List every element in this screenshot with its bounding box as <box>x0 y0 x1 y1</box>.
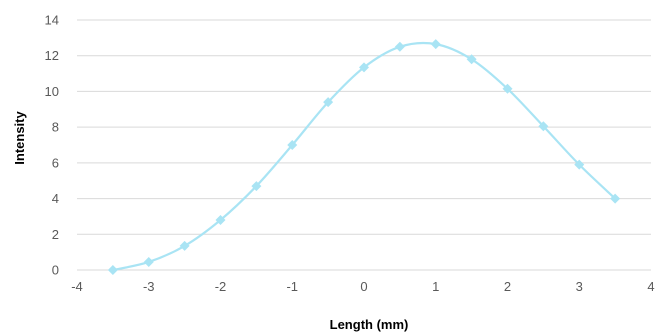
grid <box>77 19 651 271</box>
x-tick-label: -1 <box>286 279 298 294</box>
x-tick-label: -4 <box>71 279 83 294</box>
x-tick-label: -2 <box>215 279 227 294</box>
x-tick-label: -3 <box>143 279 155 294</box>
data-point-3 <box>215 215 226 225</box>
data-point-14 <box>610 193 621 204</box>
y-tick-label: 8 <box>52 120 59 135</box>
data-point-4 <box>251 181 262 192</box>
data-point-2 <box>179 240 190 251</box>
data-point-11 <box>502 83 513 94</box>
x-tick-label: 1 <box>432 279 439 294</box>
series-line <box>111 41 617 272</box>
x-tick-label: 2 <box>504 279 511 294</box>
data-point-8 <box>394 41 405 52</box>
data-point-10 <box>466 54 477 65</box>
data-markers <box>107 39 621 275</box>
y-tick-label: 0 <box>52 263 59 278</box>
x-axis-ticks: -4 -3 -2 -1 0 1 2 3 4 <box>71 279 654 294</box>
data-point-9 <box>430 39 441 50</box>
data-point-7 <box>359 62 369 73</box>
y-tick-label: 6 <box>52 155 59 170</box>
y-tick-label: 14 <box>45 13 59 28</box>
data-point-13 <box>574 159 585 170</box>
x-axis-title: Length (mm) <box>330 317 409 332</box>
y-axis-ticks: 0 2 4 6 8 10 12 14 <box>45 13 59 278</box>
x-tick-label: 3 <box>576 279 583 294</box>
y-tick-label: 12 <box>45 48 59 63</box>
x-tick-label: 0 <box>360 279 367 294</box>
x-tick-label: 4 <box>647 279 654 294</box>
data-point-5 <box>287 140 298 150</box>
data-point-12 <box>538 121 549 132</box>
data-point-1 <box>143 256 154 267</box>
y-axis-title: Intensity <box>12 111 27 165</box>
y-tick-label: 4 <box>52 191 59 206</box>
y-tick-label: 10 <box>45 84 59 99</box>
y-tick-label: 2 <box>52 227 59 242</box>
data-point-6 <box>323 97 334 108</box>
data-point-0 <box>107 265 118 275</box>
